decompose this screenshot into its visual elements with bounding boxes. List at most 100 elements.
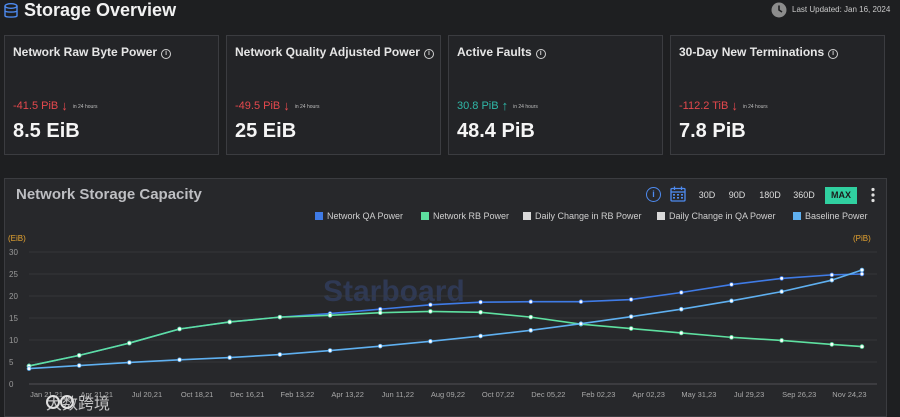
network-storage-capacity-panel: Network Storage Capacity i 30D 90D 180D … — [4, 178, 887, 417]
x-tick-label: Sep 26,23 — [782, 390, 816, 399]
x-tick-label: Jul 29,23 — [734, 390, 764, 399]
info-icon[interactable]: i — [646, 187, 661, 202]
info-icon[interactable]: i — [161, 49, 172, 59]
x-tick-label: Jan 21,21 — [30, 390, 63, 399]
starboard-watermark: Starboard — [323, 275, 465, 309]
data-point — [679, 306, 684, 312]
y-tick-label: 20 — [9, 292, 18, 301]
x-tick-label: Apr 02,23 — [632, 390, 665, 399]
legend-label: Baseline Power — [805, 211, 868, 221]
top-bar: Storage Overview Last Updated: Jan 16, 2… — [0, 0, 900, 24]
range-button-90d[interactable]: 90D — [728, 190, 746, 200]
legend-label: Network RB Power — [433, 211, 510, 221]
data-point — [628, 314, 634, 319]
x-tick-label: Nov 24,23 — [832, 390, 866, 399]
legend-label: Network QA Power — [327, 211, 404, 221]
legend-swatch — [523, 212, 531, 220]
x-tick-label: Jul 20,21 — [132, 390, 162, 399]
range-button-360d[interactable]: 360D — [793, 190, 815, 200]
card-value: 8.5 EiB — [13, 120, 80, 142]
range-button-max[interactable]: MAX — [825, 187, 857, 204]
legend-swatch — [657, 212, 665, 220]
legend-swatch — [421, 212, 429, 220]
brand-logo-icon — [46, 395, 74, 409]
data-point — [227, 355, 233, 360]
y-tick-label: 25 — [9, 270, 18, 279]
data-point — [177, 357, 182, 363]
info-icon[interactable]: i — [828, 49, 839, 59]
series-line-2 — [28, 269, 863, 370]
data-point — [829, 277, 835, 283]
kpi-card-new-terminations: 30-Day New Terminations i -112.2 TiB ↓ in 2… — [670, 35, 885, 155]
right-axis-unit: (PiB) — [853, 234, 871, 243]
data-point — [26, 366, 32, 371]
legend-item-baseline[interactable]: Baseline Power — [793, 211, 868, 223]
watermark-text: Starboard — [323, 275, 465, 308]
data-point — [829, 342, 835, 347]
card-value: 7.8 PiB — [679, 120, 746, 142]
x-tick-label: Feb 13,22 — [281, 390, 315, 399]
calendar-icon[interactable] — [670, 186, 686, 202]
card-value: 25 EiB — [235, 120, 297, 142]
legend-label: Daily Change in QA Power — [669, 211, 776, 221]
data-point — [277, 314, 283, 320]
data-point — [227, 319, 233, 325]
x-tick-label: Aug 09,22 — [431, 390, 465, 399]
series-line-0 — [28, 273, 862, 367]
data-point — [729, 335, 734, 340]
data-point — [779, 276, 784, 281]
info-icon[interactable]: i — [423, 49, 434, 59]
x-tick-label: Oct 07,22 — [482, 390, 515, 399]
data-point — [428, 339, 433, 344]
data-point — [478, 299, 483, 305]
data-point — [779, 338, 784, 343]
data-point — [327, 313, 333, 318]
x-tick-label: Dec 05,22 — [531, 390, 565, 399]
data-point — [679, 330, 684, 336]
legend-item-daily-qa[interactable]: Daily Change in QA Power — [657, 211, 776, 223]
legend-item-rb-power[interactable]: Network RB Power — [421, 211, 509, 223]
legend-swatch — [315, 212, 323, 220]
data-point — [628, 297, 634, 302]
legend-item-qa-power[interactable]: Network QA Power — [315, 211, 403, 223]
card-value: 48.4 PiB — [457, 120, 535, 142]
data-point — [327, 348, 333, 353]
legend-swatch — [793, 212, 801, 220]
data-point — [578, 299, 584, 305]
data-point — [729, 298, 734, 304]
legend-label: Daily Change in RB Power — [535, 211, 642, 221]
change-period: in 24 hours — [742, 104, 768, 110]
change-value: -41.5 PiB — [13, 100, 59, 112]
legend-item-daily-rb[interactable]: Daily Change in RB Power — [523, 211, 642, 223]
card-title: Active Faults — [457, 45, 532, 59]
x-tick-label: Apr 13,22 — [331, 390, 364, 399]
range-button-180d[interactable]: 180D — [759, 190, 781, 200]
arrow-down-icon: ↓ — [731, 98, 738, 113]
range-button-30d[interactable]: 30D — [698, 190, 716, 200]
kpi-card-raw-byte-power: Network Raw Byte Power i -41.5 PiB ↓ in 24 … — [4, 35, 219, 155]
more-vertical-icon[interactable] — [871, 187, 875, 203]
change-period: in 24 hours — [294, 104, 320, 110]
data-point — [729, 282, 734, 287]
data-point — [528, 314, 534, 320]
change-value: 30.8 PiB — [457, 100, 499, 112]
change-value: -112.2 TiB — [679, 100, 729, 112]
y-tick-label: 0 — [9, 380, 14, 389]
data-point — [859, 344, 865, 349]
left-axis-unit: (EiB) — [8, 234, 26, 243]
change-period: in 24 hours — [513, 104, 538, 110]
card-title: Network Quality Adjusted Power — [235, 45, 420, 59]
data-point — [478, 333, 483, 339]
arrow-down-icon: ↓ — [283, 98, 290, 113]
x-tick-label: Apr 21,21 — [80, 390, 113, 399]
data-point — [377, 310, 383, 316]
info-icon[interactable]: i — [535, 49, 546, 59]
arrow-up-icon: ↑ — [501, 98, 509, 113]
data-point — [428, 309, 433, 314]
clock-icon — [771, 2, 787, 18]
x-tick-label: May 31,23 — [681, 390, 716, 399]
change-value: -49.5 PiB — [235, 100, 281, 112]
data-point — [679, 290, 684, 295]
data-point — [628, 326, 634, 331]
change-period: in 24 hours — [72, 104, 98, 110]
